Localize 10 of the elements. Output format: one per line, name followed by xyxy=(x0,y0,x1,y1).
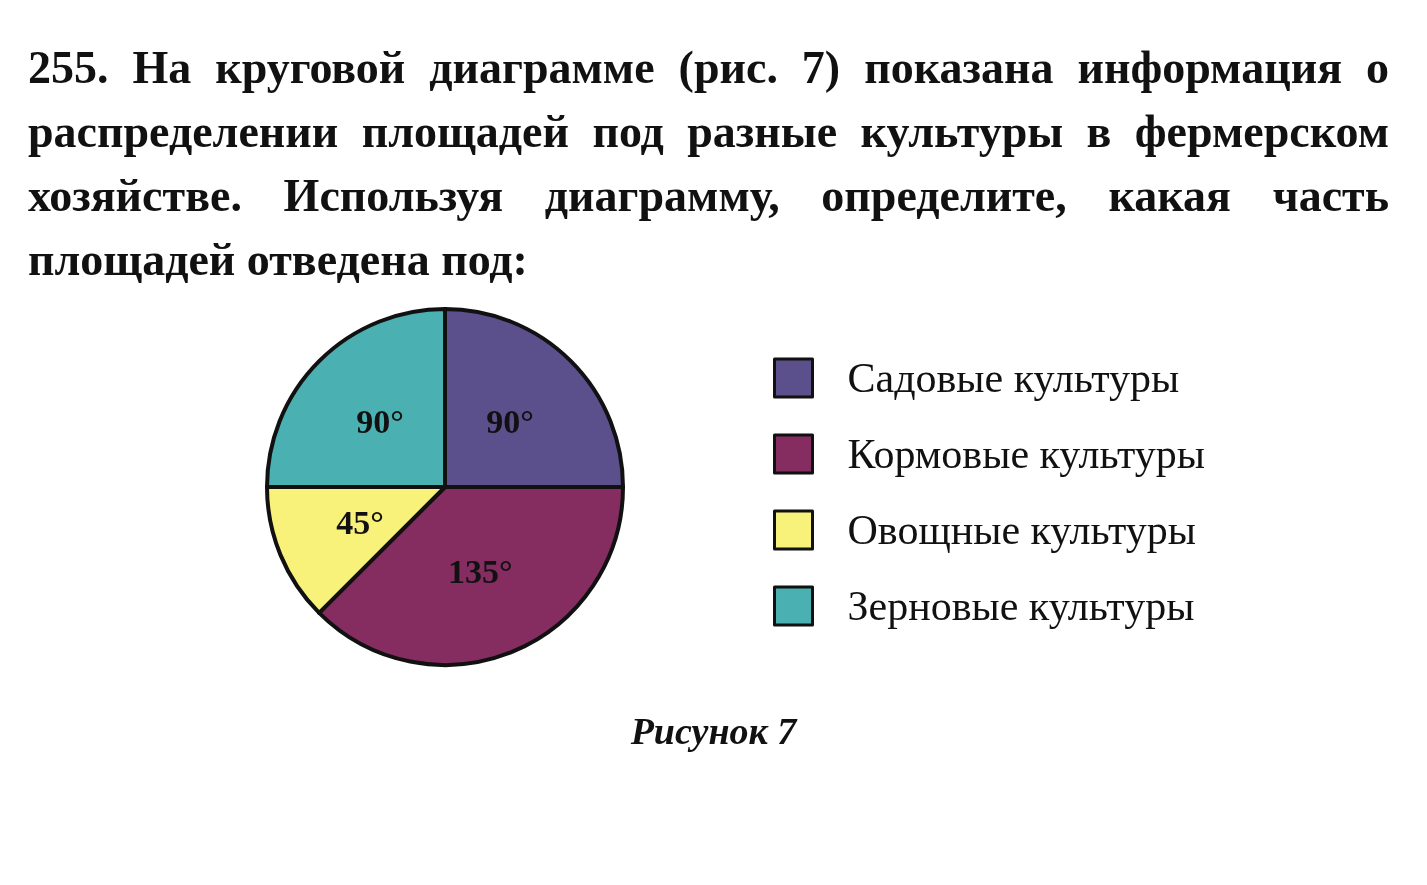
chart-title: 255. На круговой диаграмме (рис. 7) показана информация о распределении площадей под разные культуры в фермерском хозяйстве. Используя диаграмму, определите, какая часть площадей отведена под: xyxy=(27,41,1390,287)
legend-label: Садовые культуры xyxy=(847,355,1180,401)
legend-label: Кормовые культуры xyxy=(847,431,1206,477)
data-label: 90° xyxy=(356,403,404,441)
data-label: 135° xyxy=(447,553,513,591)
legend-label: Зерновые культуры xyxy=(847,583,1195,629)
legend-label: Овощные культуры xyxy=(847,507,1197,553)
data-label: 90° xyxy=(486,403,534,441)
text: Рисунок 7 xyxy=(629,710,799,752)
data-label: 45° xyxy=(336,503,384,541)
